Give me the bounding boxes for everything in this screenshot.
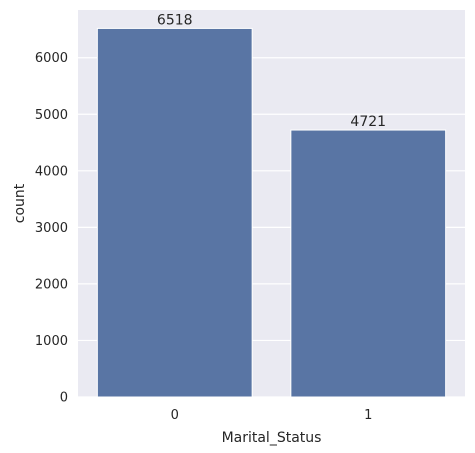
y-axis-ticks: 0 1000 2000 3000 4000 5000 6000 [35,51,68,405]
y-tick-label: 1000 [35,334,68,349]
x-axis-label: Marital_Status [222,430,322,446]
y-tick-label: 3000 [35,221,68,236]
y-tick-label: 5000 [35,108,68,123]
bar-0 [96,27,253,398]
bars [96,27,447,398]
y-tick-label: 6000 [35,51,68,66]
y-tick-label: 2000 [35,277,68,292]
x-tick-label: 1 [364,408,372,423]
y-axis-label: count [12,183,28,223]
data-label-0: 6518 [157,12,193,28]
bar-1 [290,129,447,398]
x-tick-label: 0 [171,408,179,423]
data-label-1: 4721 [350,114,386,130]
data-labels: 6518 4721 [157,12,386,130]
y-tick-label: 0 [60,391,68,406]
y-tick-label: 4000 [35,164,68,179]
